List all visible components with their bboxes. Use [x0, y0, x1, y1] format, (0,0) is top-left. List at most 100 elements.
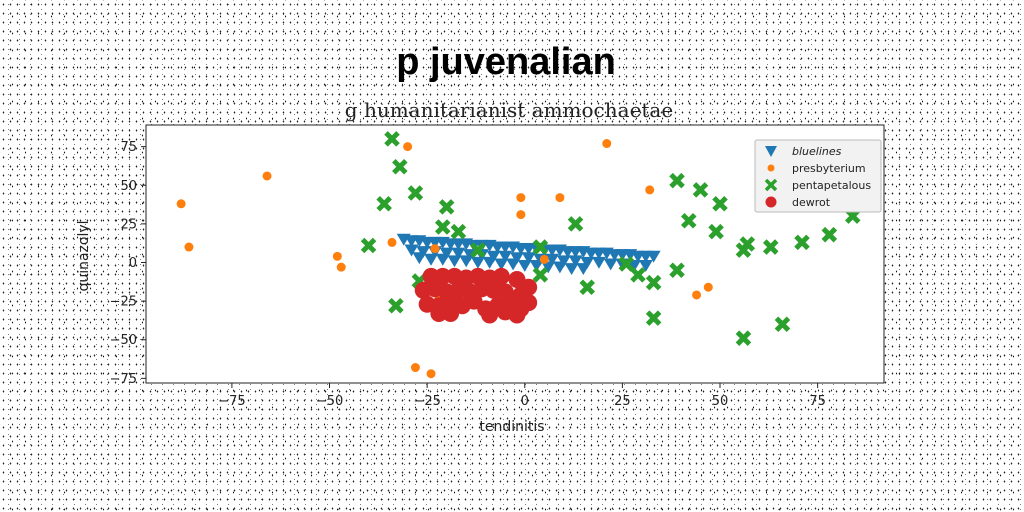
legend-label: pentapetalous	[792, 179, 871, 192]
pentapetalous-point	[774, 316, 791, 333]
series-dewrot	[414, 267, 538, 324]
bluelines-point	[435, 253, 450, 266]
chart-title: p juvenalian	[396, 41, 616, 83]
ticks-layer: −75 −50 −25 0 25 50 75 −75 −50 −25 0 25 50 75	[110, 140, 826, 409]
x-tick-label: 25	[614, 394, 631, 409]
bluelines-point	[556, 255, 571, 268]
pentapetalous-point	[434, 219, 451, 235]
legend-entry-bluelines: bluelines	[765, 145, 842, 158]
dewrot-point	[430, 304, 448, 322]
presbyterium-point	[516, 210, 526, 220]
bluelines-point	[416, 246, 431, 258]
chart-subtitle: g humanitarianist ammochaetae	[345, 98, 673, 122]
marks-layer	[176, 131, 861, 379]
bluelines-point	[451, 247, 466, 260]
bluelines-point	[638, 259, 653, 272]
pentapetalous-point	[739, 236, 756, 252]
bluelines-point	[552, 261, 567, 274]
series-pentapetalous	[360, 131, 861, 346]
y-tick-label: −25	[110, 295, 137, 310]
bluelines-point	[412, 252, 427, 265]
presbyterium-point	[602, 139, 612, 149]
pentapetalous-point	[630, 267, 646, 283]
pentapetalous-point	[645, 274, 662, 291]
pentapetalous-point	[692, 182, 709, 198]
legend-marker	[764, 178, 778, 192]
y-tick-label: −75	[110, 372, 137, 387]
dewrot-point	[442, 304, 460, 322]
legend-marker	[767, 164, 775, 172]
x-tick-label: 75	[809, 394, 826, 409]
bluelines-point	[521, 252, 536, 265]
presbyterium-point	[703, 282, 713, 292]
legend-marker	[765, 196, 777, 208]
y-tick-label: 0	[129, 256, 137, 271]
pentapetalous-point	[735, 330, 752, 346]
legend-entry-presbyterium: presbyterium	[767, 162, 866, 175]
legend-box	[754, 139, 882, 213]
presbyterium-point	[262, 171, 272, 181]
bluelines-point	[646, 250, 661, 263]
bluelines-point	[517, 259, 532, 272]
presbyterium-point	[184, 242, 194, 252]
pentapetalous-point	[407, 185, 424, 201]
pentapetalous-point	[794, 234, 810, 251]
bluelines-point	[439, 247, 454, 260]
pentapetalous-point	[618, 256, 635, 272]
dewrot-point	[520, 294, 538, 312]
bluelines-point	[541, 261, 556, 274]
x-tick-label: −50	[316, 394, 343, 409]
pentapetalous-point	[645, 310, 662, 326]
bluelines-point	[576, 263, 591, 275]
presbyterium-point	[426, 369, 436, 379]
pentapetalous-point	[579, 279, 596, 295]
presbyterium-point	[336, 262, 346, 272]
bluelines-point	[482, 256, 497, 269]
legend-label: presbyterium	[792, 162, 866, 175]
pentapetalous-point	[680, 213, 697, 229]
pentapetalous-point	[450, 223, 467, 240]
pentapetalous-point	[376, 196, 392, 212]
x-axis-label: tendinitis	[479, 419, 544, 435]
legend-marker	[765, 146, 777, 157]
legend-label: dewrot	[792, 196, 831, 209]
x-tick-label: −25	[413, 394, 440, 409]
presbyterium-point	[332, 251, 342, 261]
dewrot-point	[508, 306, 526, 324]
pentapetalous-point	[821, 226, 838, 243]
pentapetalous-point	[360, 237, 377, 254]
y-tick-label: −50	[110, 333, 137, 348]
bluelines-point	[568, 255, 583, 268]
pentapetalous-point	[438, 199, 455, 215]
pentapetalous-point	[708, 223, 724, 240]
bluelines-point	[494, 258, 509, 271]
pentapetalous-point	[669, 262, 685, 278]
dewrot-point	[434, 267, 452, 285]
x-tick-label: −75	[218, 394, 245, 409]
presbyterium-point	[410, 363, 420, 373]
pentapetalous-point	[392, 158, 408, 175]
presbyterium-point	[176, 199, 186, 209]
legend: bluelines presbyterium pentapetalous dewrot	[754, 139, 882, 213]
bluelines-point	[424, 253, 439, 266]
bluelines-point	[545, 253, 560, 266]
y-tick-label: 75	[120, 140, 137, 155]
y-tick-label: 25	[120, 217, 137, 232]
bluelines-point	[498, 250, 513, 263]
pentapetalous-point	[669, 172, 685, 189]
bluelines-point	[486, 250, 501, 263]
bluelines-point	[603, 258, 618, 271]
presbyterium-point	[516, 193, 526, 203]
presbyterium-point	[645, 185, 655, 195]
bluelines-point	[470, 256, 485, 269]
pentapetalous-point	[388, 297, 404, 314]
bluelines-point	[509, 252, 524, 265]
pentapetalous-point	[532, 267, 549, 283]
presbyterium-point	[692, 290, 702, 300]
bluelines-point	[506, 258, 521, 271]
y-axis-label: quinazolyl	[76, 220, 92, 291]
presbyterium-point	[387, 237, 397, 247]
bluelines-point	[459, 255, 474, 268]
bluelines-point	[404, 244, 419, 257]
legend-label: bluelines	[792, 145, 842, 158]
